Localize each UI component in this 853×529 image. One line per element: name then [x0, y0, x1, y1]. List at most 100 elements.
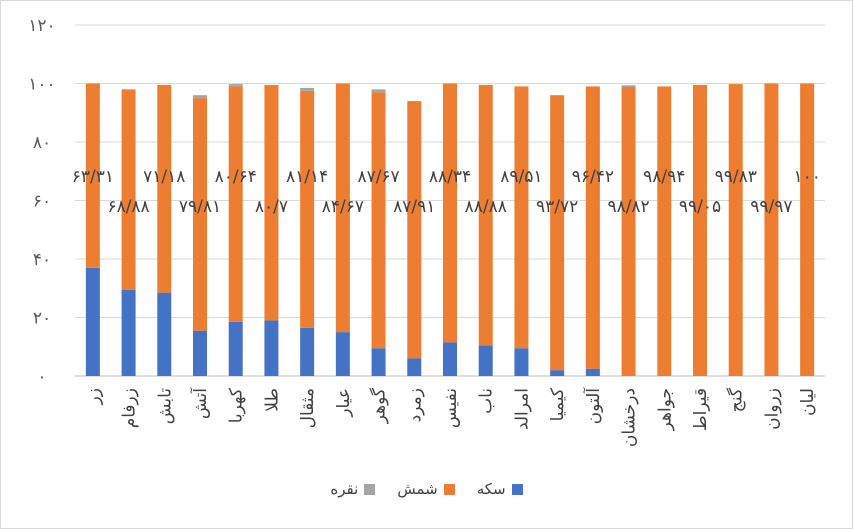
x-category-label: کهربا	[227, 387, 247, 423]
x-category-label: مثقال	[298, 388, 318, 428]
y-tick-label: ۱۲۰	[28, 16, 55, 36]
bar-silver	[228, 84, 243, 87]
data-label: ۸۸/۳۴	[429, 167, 471, 187]
bar-coin	[300, 327, 315, 376]
bar-bullion	[550, 95, 565, 371]
data-label: ۸۰/۶۴	[215, 167, 257, 187]
data-label: ۹۳/۷۲	[536, 197, 578, 217]
x-category-label: قیراط	[691, 388, 711, 431]
x-category-label: درخشان	[620, 388, 640, 447]
y-tick-label: ۰	[37, 367, 46, 387]
y-tick-label: ۸۰	[33, 133, 51, 153]
data-label: ۸۸/۸۸	[465, 197, 507, 217]
bar-bullion	[800, 83, 815, 376]
data-label: ۶۳/۳۱	[72, 167, 114, 187]
legend-item-bullion: شمش	[397, 480, 455, 498]
bar-bullion	[228, 86, 243, 322]
x-category-label: امرالد	[512, 388, 532, 430]
legend-item-silver: نقره	[330, 480, 376, 498]
x-category-label: عیار	[334, 388, 354, 418]
x-category-label: زر	[84, 388, 104, 405]
data-label: ۸۹/۵۱	[500, 167, 542, 187]
x-category-label: لیان	[798, 388, 818, 416]
bar-coin	[335, 332, 350, 376]
bar-bullion	[335, 83, 350, 333]
data-label: ۶۸/۸۸	[107, 197, 149, 217]
data-label: ۸۱/۱۴	[286, 167, 328, 187]
bar-silver	[371, 89, 386, 93]
y-tick-label: ۴۰	[33, 250, 51, 270]
data-label: ۹۸/۹۴	[643, 167, 685, 187]
data-label: ۱۰۰	[793, 167, 820, 187]
bar-coin	[514, 348, 529, 376]
bar-coin	[478, 345, 493, 376]
data-label: ۹۶/۴۲	[572, 167, 614, 187]
bar-bullion	[300, 90, 315, 328]
bar-bullion	[478, 84, 493, 346]
bar-bullion	[407, 101, 422, 359]
x-category-label: آتش	[189, 387, 211, 419]
data-label: ۷۹/۸۱	[179, 197, 221, 217]
bar-bullion	[264, 84, 279, 321]
bar-coin	[228, 321, 243, 376]
legend-swatch-silver	[364, 483, 376, 495]
x-category-label: زمرد	[405, 388, 425, 422]
bar-bullion	[621, 87, 636, 376]
legend-swatch-coin	[511, 483, 523, 495]
x-category-label: زرفام	[120, 388, 140, 428]
x-category-label: گنج	[726, 387, 747, 412]
data-label: ۷۱/۱۸	[143, 167, 185, 187]
bar-coin	[157, 292, 172, 376]
data-label: ۸۰/۷	[255, 197, 288, 217]
legend-label-silver: نقره	[330, 480, 359, 498]
bar-coin	[264, 320, 279, 376]
legend-swatch-bullion	[443, 483, 455, 495]
x-category-label: تابش	[155, 388, 175, 425]
chart-legend: سکه شمش نقره	[0, 480, 853, 498]
bar-silver	[300, 87, 315, 91]
bar-coin	[585, 368, 600, 376]
data-label: ۹۹/۰۵	[679, 197, 721, 217]
data-label: ۸۷/۹۱	[393, 197, 435, 217]
x-category-label: زروان	[762, 388, 782, 430]
bar-coin	[121, 289, 136, 376]
bar-bullion	[514, 86, 529, 349]
legend-item-coin: سکه	[477, 480, 523, 498]
bar-coin	[550, 370, 565, 376]
y-tick-label: ۲۰	[33, 309, 51, 329]
bar-silver	[621, 85, 636, 88]
bar-coin	[85, 267, 100, 376]
bar-silver	[193, 95, 207, 99]
bar-coin	[407, 358, 422, 376]
bar-bullion	[193, 98, 207, 331]
bar-coin	[443, 342, 457, 376]
bar-coin	[193, 330, 207, 376]
bar-bullion	[121, 89, 136, 290]
x-category-label: گوهر	[369, 387, 390, 424]
bar-bullion	[85, 83, 100, 268]
legend-label-bullion: شمش	[397, 480, 438, 498]
bar-bullion	[764, 83, 779, 376]
y-tick-label: ۶۰	[33, 192, 51, 212]
bar-bullion	[443, 83, 457, 343]
x-category-label: آلتون	[582, 387, 604, 425]
stacked-bar-chart: ۰ ۲۰ ۴۰ ۶۰ ۸۰ ۱۰۰ ۱۲۰ زر زرفام تابش آتش کهربا طلا مثق…	[28, 16, 825, 447]
data-label: ۸۷/۶۷	[357, 167, 399, 187]
bar-bullion	[585, 86, 600, 369]
data-label: ۸۴/۶۷	[322, 197, 364, 217]
bar-bullion	[157, 84, 172, 293]
bar-bullion	[657, 86, 672, 377]
y-tick-label: ۱۰۰	[28, 75, 55, 95]
x-category-label: ناب	[477, 388, 497, 414]
bar-bullion	[371, 92, 386, 349]
x-category-label: طلا	[262, 388, 282, 412]
bar-bullion	[693, 84, 707, 377]
bar-bullion	[728, 84, 743, 377]
data-label: ۹۹/۹۷	[750, 197, 792, 217]
x-category-label: کیمیا	[548, 387, 568, 421]
bar-coin	[371, 348, 386, 376]
legend-label-coin: سکه	[476, 480, 506, 498]
data-label: ۹۹/۸۳	[715, 167, 757, 187]
data-label: ۹۸/۸۲	[607, 197, 649, 217]
